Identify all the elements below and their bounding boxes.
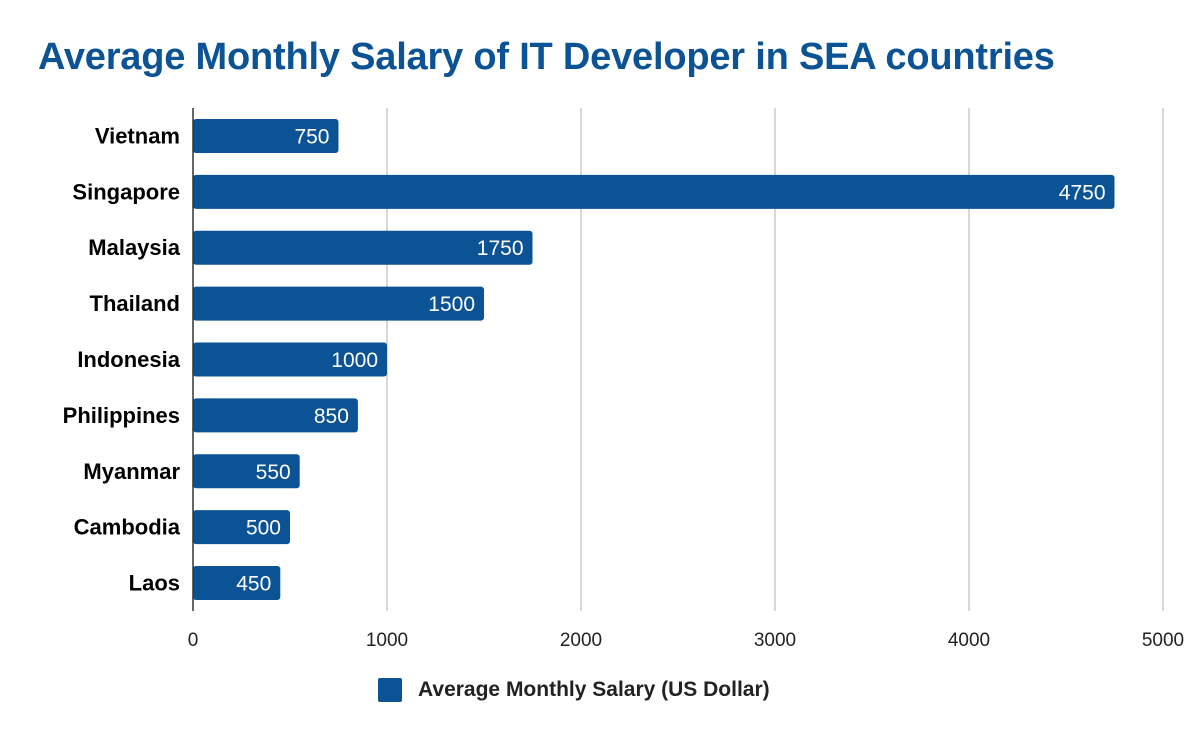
data-label: 500: [246, 517, 281, 540]
x-tick-label: 1000: [366, 630, 408, 651]
category-label: Malaysia: [88, 235, 180, 260]
bar: [193, 118, 339, 153]
bar: [193, 286, 484, 321]
bar: [193, 230, 533, 265]
x-tick-label: 4000: [948, 630, 990, 651]
category-label: Myanmar: [83, 459, 180, 484]
data-label: 850: [314, 405, 349, 428]
category-label: Philippines: [63, 403, 180, 428]
x-tick-label: 2000: [560, 630, 602, 651]
data-label: 550: [256, 461, 291, 484]
data-label: 450: [236, 573, 271, 596]
category-label: Vietnam: [95, 123, 180, 148]
legend-swatch: [378, 678, 402, 702]
bar: [193, 566, 281, 601]
category-label: Indonesia: [77, 347, 180, 372]
x-tick-label: 0: [188, 630, 199, 651]
bars: 750 4750 1750 1500 1000 850 550 500 450: [193, 118, 1115, 601]
bar: [193, 398, 358, 433]
bar: [193, 454, 300, 489]
data-label: 4750: [1059, 181, 1106, 204]
chart-title: Average Monthly Salary of IT Developer i…: [38, 36, 1055, 78]
bar: [193, 510, 290, 545]
category-label: Cambodia: [74, 515, 181, 540]
category-label: Laos: [129, 571, 180, 596]
x-tick-label: 5000: [1142, 630, 1184, 651]
data-label: 1500: [428, 293, 475, 316]
x-tick-label: 3000: [754, 630, 796, 651]
bar: [193, 342, 387, 377]
bar: [193, 174, 1115, 209]
data-label: 1000: [331, 349, 378, 372]
category-label: Singapore: [72, 179, 180, 204]
legend: Average Monthly Salary (US Dollar): [378, 678, 770, 702]
legend-label: Average Monthly Salary (US Dollar): [418, 678, 770, 701]
category-label: Thailand: [90, 291, 180, 316]
data-label: 750: [294, 125, 329, 148]
data-label: 1750: [477, 237, 524, 260]
axes: 0 1000 2000 3000 4000 5000 Vietnam Singapore Mal…: [63, 108, 1184, 651]
